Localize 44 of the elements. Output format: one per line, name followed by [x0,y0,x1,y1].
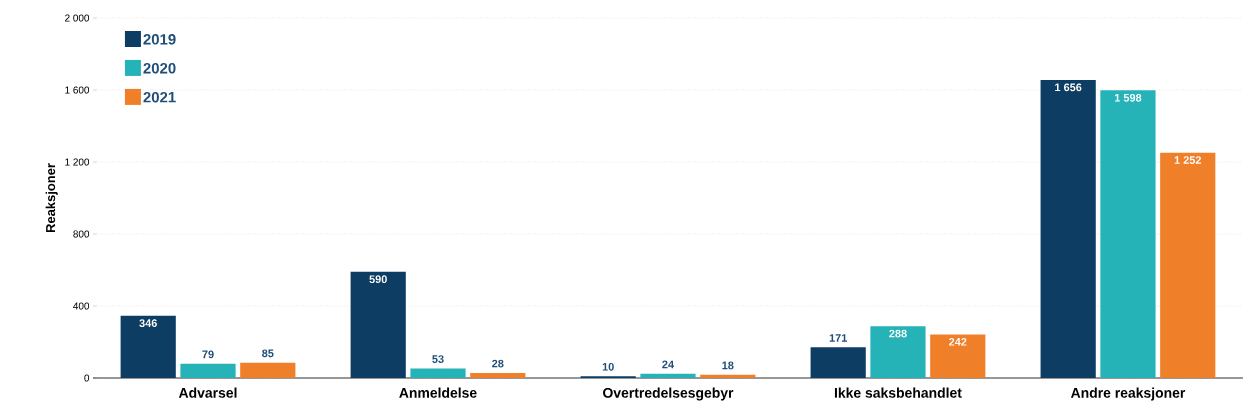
y-tick-label: 0 [84,374,90,382]
data-label: 85 [262,349,274,358]
bar [930,334,986,378]
y-tick-label: 2 000 [65,14,90,22]
data-label: 1 252 [1174,156,1202,164]
bar [410,368,466,378]
data-label: 28 [492,359,504,368]
data-label: 346 [139,319,157,328]
y-tick-label: 800 [73,230,90,238]
x-tick-label: Ikke saksbehandlet [834,387,962,398]
y-tick-label: 400 [73,302,90,310]
y-tick-label: 1 200 [65,158,90,166]
data-label: 10 [602,362,614,371]
bar [1160,152,1216,378]
y-tick-label: 1 600 [65,86,90,94]
data-label: 53 [432,355,444,363]
data-label: 171 [829,334,847,342]
bar [870,326,926,378]
legend-label: 2020 [143,62,176,74]
x-tick-label: Andre reaksjoner [1070,387,1186,401]
data-label: 79 [202,350,214,359]
x-tick-label: Anmeldelse [399,387,477,398]
x-tick-label: Overtredelsesgebyr [603,387,734,401]
bar [240,362,296,378]
bar [1040,79,1096,378]
legend-label: 2021 [143,91,176,103]
bar [350,271,406,378]
x-tick-label: Advarsel [178,387,237,398]
bar [120,315,176,378]
y-axis-title: Reaksjoner [45,163,58,233]
bar [1100,90,1156,378]
bar [180,363,236,378]
data-label: 24 [662,360,675,369]
data-label: 1 598 [1114,93,1142,102]
legend-label: 2019 [143,34,176,45]
data-label: 288 [889,329,907,338]
data-label: 242 [949,337,967,346]
data-label: 590 [369,275,387,284]
data-label: 18 [722,361,734,370]
bar [640,373,696,378]
data-label: 1 656 [1055,83,1082,92]
bar [470,372,526,378]
bar [700,374,756,378]
bar [810,347,866,378]
